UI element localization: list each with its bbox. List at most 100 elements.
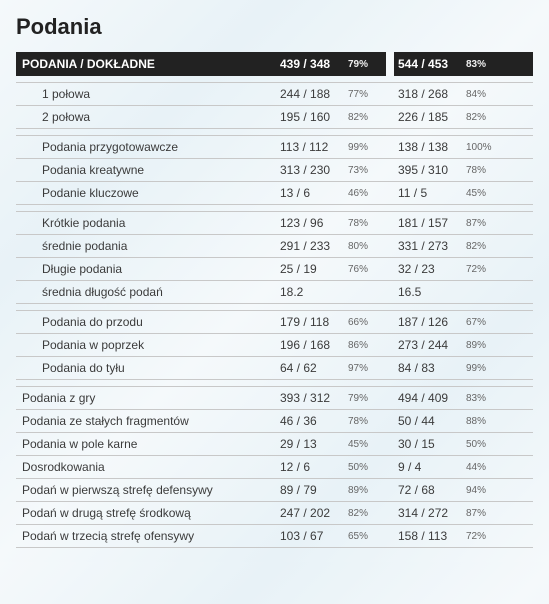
team1-pct: 79% (346, 387, 386, 409)
team2-pct: 87% (464, 212, 504, 234)
team1-value: 64 / 62 (276, 357, 346, 379)
team2-pct: 78% (464, 159, 504, 181)
column-gap (386, 433, 394, 455)
team2-value: 32 / 23 (394, 258, 464, 280)
header-team1-pct: 79% (346, 52, 386, 76)
column-gap (386, 334, 394, 356)
team1-pct: 65% (346, 525, 386, 547)
row-label: średnie podania (16, 235, 276, 257)
team2-value: 395 / 310 (394, 159, 464, 181)
column-gap (386, 212, 394, 234)
row-label: Podania w poprzek (16, 334, 276, 356)
team2-pct: 82% (464, 235, 504, 257)
table-row: Podania w pole karne29 / 1345%30 / 1550% (16, 433, 533, 456)
column-gap (386, 106, 394, 128)
team2-pct: 88% (464, 410, 504, 432)
team1-value: 46 / 36 (276, 410, 346, 432)
table-body: 1 połowa244 / 18877%318 / 26884%2 połowa… (16, 76, 533, 548)
team1-pct: 99% (346, 136, 386, 158)
row-label: Krótkie podania (16, 212, 276, 234)
row-label: Dosrodkowania (16, 456, 276, 478)
team2-pct: 50% (464, 433, 504, 455)
column-gap (386, 456, 394, 478)
team1-value: 12 / 6 (276, 456, 346, 478)
team1-value: 244 / 188 (276, 83, 346, 105)
team2-pct: 44% (464, 456, 504, 478)
column-gap (386, 502, 394, 524)
team1-pct: 46% (346, 182, 386, 204)
team1-pct (346, 281, 386, 303)
header-team2-value: 544 / 453 (394, 52, 464, 76)
team2-pct: 83% (464, 387, 504, 409)
page-title: Podania (16, 14, 533, 40)
row-label: 1 połowa (16, 83, 276, 105)
column-gap (386, 136, 394, 158)
team2-value: 331 / 273 (394, 235, 464, 257)
team2-pct (464, 281, 504, 303)
team1-pct: 89% (346, 479, 386, 501)
team2-pct: 94% (464, 479, 504, 501)
header-team2-pct: 83% (464, 52, 504, 76)
table-row: średnie podania291 / 23380% 331 / 27382% (16, 235, 533, 258)
table-row: Długie podania25 / 1976%32 / 2372% (16, 258, 533, 281)
team2-pct: 72% (464, 258, 504, 280)
team2-value: 273 / 244 (394, 334, 464, 356)
team1-value: 291 / 233 (276, 235, 346, 257)
row-label: Podania kreatywne (16, 159, 276, 181)
column-gap (386, 387, 394, 409)
row-label: Podanie kluczowe (16, 182, 276, 204)
team1-value: 13 / 6 (276, 182, 346, 204)
column-gap (386, 159, 394, 181)
team1-pct: 50% (346, 456, 386, 478)
table-row: Podania kreatywne313 / 23073% 395 / 31078… (16, 159, 533, 182)
column-gap (386, 281, 394, 303)
team2-pct: 72% (464, 525, 504, 547)
team1-value: 393 / 312 (276, 387, 346, 409)
column-gap (386, 182, 394, 204)
table-row: Podania w poprzek196 / 16886%273 / 24489… (16, 334, 533, 357)
column-gap (386, 479, 394, 501)
column-gap (386, 410, 394, 432)
team1-value: 103 / 67 (276, 525, 346, 547)
team1-value: 313 / 230 (276, 159, 346, 181)
team1-value: 195 / 160 (276, 106, 346, 128)
team1-pct: 78% (346, 212, 386, 234)
team1-pct: 82% (346, 106, 386, 128)
row-label: Podania przygotowawcze (16, 136, 276, 158)
column-gap (386, 235, 394, 257)
column-gap (386, 311, 394, 333)
row-label: Podania w pole karne (16, 433, 276, 455)
column-gap (386, 83, 394, 105)
row-label: średnia długość podań (16, 281, 276, 303)
team2-pct: 45% (464, 182, 504, 204)
passes-table: PODANIA / DOKŁADNE 439 / 348 79% 544 / 4… (16, 52, 533, 548)
team1-pct: 78% (346, 410, 386, 432)
team1-value: 29 / 13 (276, 433, 346, 455)
row-label: Podania z gry (16, 387, 276, 409)
table-row: Dosrodkowania12 / 650%9 / 444% (16, 456, 533, 479)
header-label: PODANIA / DOKŁADNE (16, 52, 276, 76)
team2-value: 226 / 185 (394, 106, 464, 128)
row-label: Podań w drugą strefę środkową (16, 502, 276, 524)
team1-value: 89 / 79 (276, 479, 346, 501)
team2-value: 16.5 (394, 281, 464, 303)
table-row: Podania ze stałych fragmentów46 / 3678%5… (16, 410, 533, 433)
column-gap (386, 357, 394, 379)
team1-pct: 80% (346, 235, 386, 257)
column-gap (386, 258, 394, 280)
row-label: Podań w trzecią strefę ofensywy (16, 525, 276, 547)
table-row: Podania do przodu179 / 11866%187 / 12667… (16, 310, 533, 334)
team1-pct: 86% (346, 334, 386, 356)
row-label: Podania do tyłu (16, 357, 276, 379)
team2-pct: 87% (464, 502, 504, 524)
table-header-row: PODANIA / DOKŁADNE 439 / 348 79% 544 / 4… (16, 52, 533, 76)
team1-pct: 73% (346, 159, 386, 181)
row-label: Podania do przodu (16, 311, 276, 333)
table-row: Podanie kluczowe13 / 646% 11 / 545% (16, 182, 533, 205)
team2-value: 11 / 5 (394, 182, 464, 204)
team1-value: 113 / 112 (276, 136, 346, 158)
team2-value: 30 / 15 (394, 433, 464, 455)
team2-value: 494 / 409 (394, 387, 464, 409)
team1-pct: 97% (346, 357, 386, 379)
team2-pct: 89% (464, 334, 504, 356)
